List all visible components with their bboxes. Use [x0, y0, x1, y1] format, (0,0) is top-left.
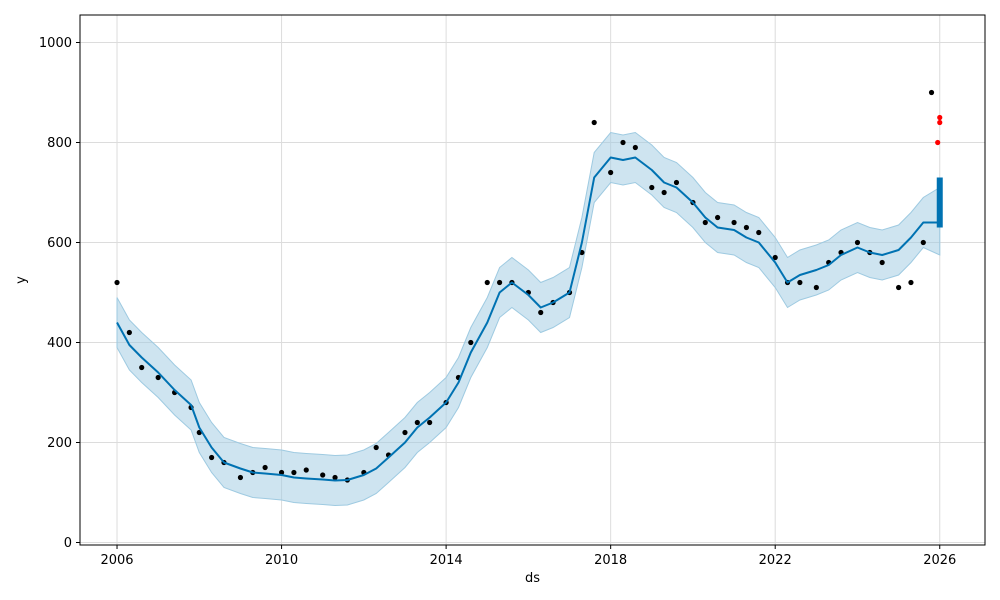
observed-point: [139, 364, 145, 371]
y-tick-label: 0: [64, 536, 72, 551]
observed-point: [496, 279, 503, 286]
observed-point: [126, 329, 132, 336]
plot-frame: [79, 14, 986, 546]
observed-point: [278, 469, 285, 476]
observed-point: [813, 284, 819, 291]
y-axis-label: y: [14, 276, 29, 284]
observed-point: [756, 229, 762, 236]
observed-point: [484, 279, 490, 286]
observed-point: [291, 469, 297, 476]
observed-point: [538, 309, 544, 316]
uncertainty-band-area: [116, 131, 941, 507]
uncertainty-band: [116, 131, 941, 507]
observed-point: [928, 89, 935, 96]
outlier-point: [937, 119, 943, 126]
observed-points: [114, 89, 935, 483]
observed-point: [854, 239, 861, 246]
outlier-point: [935, 139, 941, 146]
observed-point: [155, 374, 161, 381]
outlier-point: [937, 114, 943, 121]
y-tick-label: 400: [47, 336, 72, 351]
y-tick-label: 800: [47, 136, 72, 151]
observed-point: [591, 119, 597, 126]
observed-point: [303, 467, 309, 473]
observed-point: [114, 279, 120, 286]
observed-point: [879, 259, 885, 266]
observed-point: [797, 279, 803, 286]
observed-point: [632, 144, 638, 151]
observed-point: [262, 464, 268, 471]
observed-point: [731, 219, 737, 226]
forecast-horizon-block: [936, 177, 943, 228]
observed-point: [373, 444, 379, 451]
observed-point: [237, 474, 244, 481]
observed-point: [896, 284, 902, 291]
observed-point: [908, 279, 914, 286]
x-tick-label: 2006: [100, 553, 133, 568]
y-tick-label: 200: [47, 436, 72, 451]
x-tick-label: 2014: [430, 553, 463, 568]
x-tick-label: 2022: [759, 553, 792, 568]
observed-point: [649, 184, 655, 191]
observed-point: [673, 179, 680, 186]
observed-point: [920, 239, 926, 246]
x-tick-label: 2010: [265, 553, 298, 568]
y-tick-label: 600: [47, 236, 72, 251]
observed-point: [608, 169, 614, 176]
y-tick-label: 1000: [39, 36, 72, 51]
observed-point: [772, 254, 778, 261]
forecast-series: [116, 156, 943, 482]
observed-point: [743, 224, 750, 231]
observed-point: [661, 189, 667, 196]
observed-point: [715, 214, 721, 221]
x-tick-label: 2026: [923, 553, 956, 568]
observed-point: [402, 429, 408, 436]
observed-point: [209, 454, 215, 461]
observed-point: [332, 474, 338, 481]
observed-point: [414, 419, 420, 426]
x-axis: 2006 2010 2014 2018 2022 2026: [100, 545, 956, 568]
x-axis-label: ds: [525, 571, 540, 586]
forecast-line: [116, 156, 940, 482]
outlier-points: [935, 114, 943, 146]
observed-point: [427, 419, 433, 426]
observed-point: [320, 472, 326, 478]
observed-point: [702, 219, 708, 226]
observed-point: [468, 339, 474, 346]
observed-point: [620, 139, 626, 146]
x-tick-label: 2018: [594, 553, 627, 568]
y-axis: 0 200 400 600 800 1000: [39, 36, 80, 551]
